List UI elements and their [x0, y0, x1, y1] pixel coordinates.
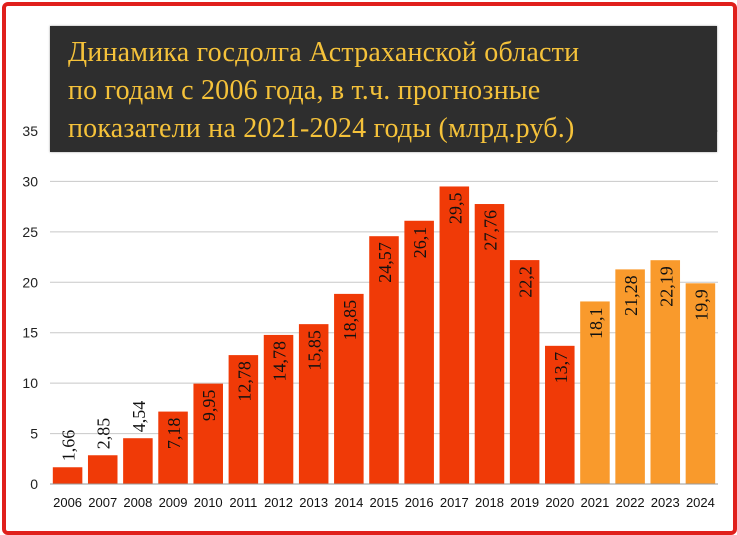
bar-value-label: 18,1 [586, 307, 606, 339]
bar [580, 301, 610, 484]
bar-value-label: 22,2 [516, 266, 536, 298]
bar-value-label: 24,57 [375, 242, 395, 283]
chart-title: Динамика госдолга Астраханской области п… [68, 34, 708, 148]
y-tick-label: 15 [22, 325, 38, 341]
x-tick-label: 2022 [616, 495, 645, 510]
bar [685, 283, 716, 484]
bar [123, 438, 153, 484]
bar [474, 204, 505, 484]
x-tick-label: 2011 [229, 495, 257, 510]
bar [439, 186, 470, 484]
bar-value-label: 18,85 [340, 300, 360, 341]
chart-title-line-1: Динамика госдолга Астраханской области [68, 37, 580, 68]
bar [334, 293, 364, 484]
x-tick-label: 2013 [299, 495, 328, 510]
y-tick-label: 30 [22, 173, 38, 189]
bar-value-label: 26,1 [410, 227, 430, 259]
x-tick-label: 2021 [580, 495, 609, 510]
bar-value-label: 12,78 [234, 361, 254, 402]
bar [263, 334, 294, 484]
bar [615, 269, 645, 484]
x-tick-label: 2019 [510, 495, 539, 510]
bar [158, 411, 188, 484]
bar-value-label: 22,19 [656, 266, 676, 307]
bar [650, 260, 681, 484]
bar-value-label: 15,85 [305, 330, 325, 371]
bar-value-label: 2,85 [94, 418, 114, 450]
bar [52, 467, 83, 484]
x-tick-label: 2017 [440, 495, 469, 510]
bar [509, 260, 540, 484]
bar-value-label: 14,78 [270, 341, 290, 382]
bar-value-label: 7,18 [164, 418, 184, 450]
chart-title-line-3: показатели на 2021-2024 годы (млрд.руб.) [68, 113, 575, 144]
chart-title-box: Динамика госдолга Астраханской области п… [50, 26, 717, 152]
x-tick-label: 2009 [159, 495, 188, 510]
bar-value-label: 9,95 [199, 390, 219, 422]
bar [87, 455, 118, 484]
x-tick-label: 2023 [651, 495, 680, 510]
x-tick-label: 2012 [264, 495, 293, 510]
x-tick-label: 2016 [405, 495, 434, 510]
bar-value-label: 27,76 [480, 210, 500, 251]
y-tick-label: 0 [30, 476, 38, 492]
y-tick-label: 35 [22, 123, 38, 139]
bar [404, 220, 434, 484]
chart-title-line-2: по годам с 2006 года, в т.ч. прогнозные [68, 75, 541, 106]
bar [545, 345, 575, 484]
bar-value-label: 21,28 [621, 275, 641, 316]
x-tick-label: 2007 [88, 495, 117, 510]
y-tick-label: 5 [30, 426, 38, 442]
bar-value-label: 19,9 [691, 289, 711, 321]
y-tick-label: 10 [22, 375, 38, 391]
x-tick-label: 2010 [194, 495, 223, 510]
bar-value-label: 29,5 [445, 192, 465, 224]
bar-value-label: 13,7 [551, 352, 571, 384]
x-tick-label: 2008 [123, 495, 152, 510]
x-tick-label: 2014 [334, 495, 363, 510]
bar-value-label: 1,66 [59, 430, 79, 462]
y-tick-label: 25 [22, 224, 38, 240]
bar [193, 383, 223, 484]
x-tick-label: 2006 [53, 495, 82, 510]
bar-value-label: 4,54 [129, 401, 149, 433]
x-tick-label: 2018 [475, 495, 504, 510]
x-tick-label: 2020 [545, 495, 574, 510]
y-tick-label: 20 [22, 274, 38, 290]
x-tick-label: 2015 [370, 495, 399, 510]
x-tick-label: 2024 [686, 495, 715, 510]
bar [228, 355, 259, 484]
bar [298, 324, 329, 484]
bar [369, 236, 399, 484]
